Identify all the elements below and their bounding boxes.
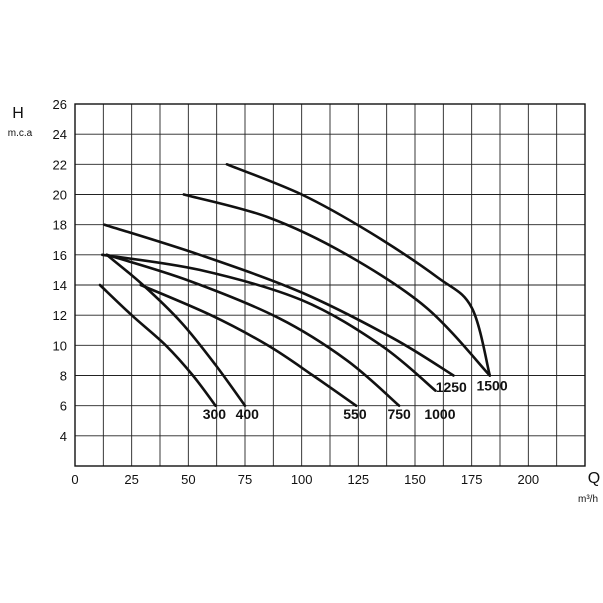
curve-1500	[182, 193, 492, 377]
curve-550	[139, 283, 358, 407]
curve-750	[105, 253, 401, 407]
x-tick-label: 125	[347, 472, 369, 487]
x-axis-title: Q	[588, 470, 600, 487]
y-tick-label: 24	[53, 127, 67, 142]
y-axis-title: H	[12, 105, 24, 122]
x-tick-label: 75	[238, 472, 252, 487]
curve-400	[105, 253, 247, 407]
y-axis-unit: m.c.a	[8, 128, 33, 139]
y-tick-label: 20	[53, 188, 67, 203]
curve-1250	[103, 223, 455, 377]
x-tick-label: 100	[291, 472, 313, 487]
x-tick-label: 175	[461, 472, 483, 487]
y-tick-label: 22	[53, 157, 67, 172]
curve-1000	[100, 253, 437, 392]
curve-label-750: 750	[387, 406, 411, 422]
y-tick-label: 4	[60, 429, 67, 444]
curve-300	[98, 283, 217, 407]
y-tick-label: 10	[53, 338, 67, 353]
x-tick-label: 25	[124, 472, 138, 487]
curve-label-400: 400	[236, 406, 260, 422]
y-tick-label: 26	[53, 97, 67, 112]
y-tick-label: 16	[53, 248, 67, 263]
y-tick-label: 8	[60, 369, 67, 384]
x-tick-label: 150	[404, 472, 426, 487]
x-tick-label: 0	[71, 472, 78, 487]
x-tick-label: 200	[517, 472, 539, 487]
curve-label-1000: 1000	[424, 406, 455, 422]
labels: 0 25 50 75 100 125 150 175 200 4 6 8 10 12 14 16 18 20 22 2…	[53, 97, 540, 487]
curve-label-1250: 1250	[436, 379, 467, 395]
curve-1500b	[225, 163, 492, 377]
y-tick-label: 14	[53, 278, 67, 293]
curve-label-300: 300	[203, 406, 227, 422]
x-axis-unit: m³/h	[578, 494, 598, 505]
curve-label-1500: 1500	[476, 378, 507, 394]
y-tick-label: 6	[60, 399, 67, 414]
y-tick-label: 18	[53, 218, 67, 233]
plot-frame	[74, 103, 586, 467]
x-tick-label: 50	[181, 472, 195, 487]
grid	[74, 103, 586, 467]
curves	[98, 163, 492, 407]
curve-label-550: 550	[343, 406, 367, 422]
y-tick-label: 12	[53, 308, 67, 323]
